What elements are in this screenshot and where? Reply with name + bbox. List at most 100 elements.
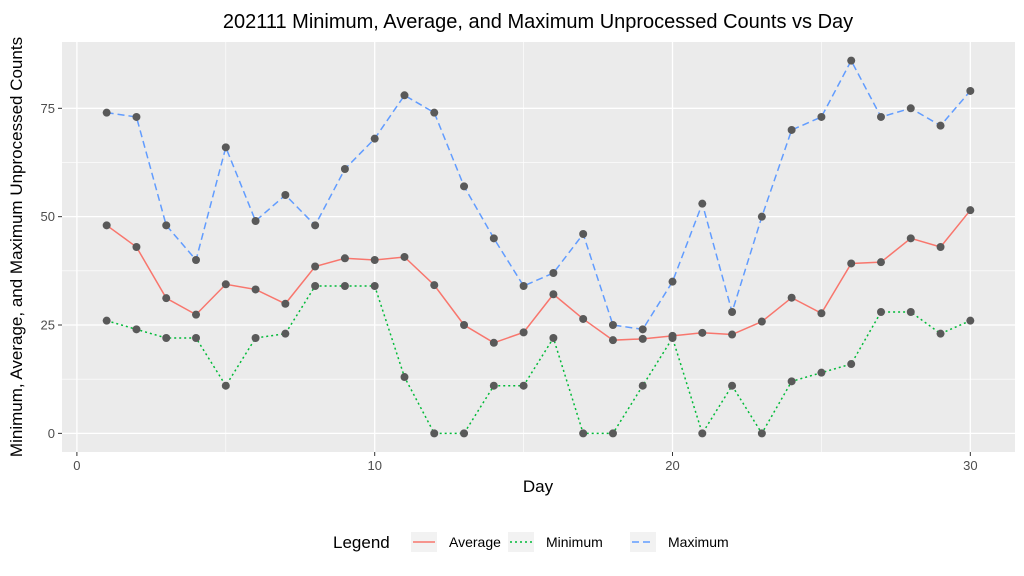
data-point-maximum: [906, 104, 915, 113]
series-lines: [106, 59, 971, 436]
data-point-maximum: [251, 216, 260, 225]
series-line-average: [106, 209, 971, 344]
data-point-maximum: [817, 112, 826, 121]
y-tick-label: 50: [41, 209, 55, 224]
x-tick-label: 10: [367, 458, 381, 473]
data-point-minimum: [966, 316, 975, 325]
data-point-average: [489, 338, 498, 347]
data-point-maximum: [519, 282, 528, 291]
data-point-average: [221, 280, 230, 289]
data-point-minimum: [102, 316, 111, 325]
data-point-average: [579, 314, 588, 323]
data-point-minimum: [340, 282, 349, 291]
data-point-minimum: [787, 377, 796, 386]
data-point-average: [787, 293, 796, 302]
data-point-average: [847, 259, 856, 268]
data-point-average: [936, 243, 945, 251]
data-point-minimum: [817, 368, 826, 377]
data-point-maximum: [579, 229, 588, 238]
data-point-maximum: [460, 182, 469, 191]
data-point-minimum: [221, 381, 230, 390]
data-point-maximum: [549, 269, 558, 278]
data-point-minimum: [936, 329, 945, 338]
data-point-average: [102, 221, 111, 230]
data-point-average: [817, 309, 826, 318]
data-point-minimum: [608, 429, 617, 438]
y-tick-label: 0: [48, 426, 55, 441]
data-point-average: [370, 256, 379, 265]
data-point-average: [430, 281, 439, 290]
plot-panel: [62, 42, 1015, 452]
y-axis-title: Minimum, Average, and Maximum Unprocesse…: [7, 37, 26, 457]
tick-labels: 0 10 20 30 0 25 50 75: [41, 101, 978, 473]
data-point-average: [638, 334, 647, 343]
legend-label-maximum: Maximum: [668, 534, 729, 550]
legend: Legend Average Minimum Maximum: [333, 532, 729, 552]
data-point-average: [757, 317, 766, 326]
data-point-maximum: [340, 164, 349, 173]
x-tick-label: 0: [73, 458, 80, 473]
data-point-maximum: [608, 321, 617, 330]
data-point-minimum: [311, 282, 320, 291]
data-point-maximum: [162, 221, 171, 230]
data-point-minimum: [698, 429, 707, 438]
data-point-maximum: [221, 143, 230, 152]
data-point-minimum: [728, 381, 737, 390]
data-point-average: [519, 328, 528, 337]
data-point-minimum: [906, 308, 915, 317]
data-point-maximum: [192, 256, 201, 265]
legend-label-minimum: Minimum: [546, 534, 603, 550]
y-tick-label: 25: [41, 318, 55, 333]
data-point-maximum: [728, 308, 737, 317]
x-tick-label: 30: [963, 458, 977, 473]
data-point-maximum: [102, 108, 111, 117]
minor-gridlines: [62, 42, 1015, 452]
chart-title: 202111 Minimum, Average, and Maximum Unp…: [223, 11, 853, 33]
data-point-average: [906, 234, 915, 243]
data-point-minimum: [430, 429, 439, 438]
data-point-average: [192, 310, 201, 319]
data-point-average: [608, 336, 617, 345]
data-point-minimum: [489, 381, 498, 390]
data-point-minimum: [876, 308, 885, 317]
x-tick-label: 20: [665, 458, 679, 473]
data-point-average: [281, 299, 290, 308]
data-point-minimum: [400, 373, 409, 382]
series-line-maximum: [106, 59, 971, 331]
data-point-maximum: [757, 212, 766, 221]
data-point-maximum: [638, 325, 647, 334]
legend-title: Legend: [333, 533, 390, 552]
data-point-minimum: [251, 334, 260, 343]
data-point-maximum: [281, 190, 290, 199]
data-point-maximum: [311, 221, 320, 230]
data-point-average: [251, 285, 260, 294]
legend-label-average: Average: [449, 534, 501, 550]
data-point-average: [340, 254, 349, 263]
data-point-average: [311, 262, 320, 271]
data-point-maximum: [936, 121, 945, 130]
data-point-minimum: [579, 429, 588, 438]
legend-items: Average Minimum Maximum: [411, 532, 729, 552]
data-point-minimum: [638, 381, 647, 390]
data-point-average: [132, 243, 141, 251]
data-point-minimum: [370, 282, 379, 291]
y-tick-label: 75: [41, 101, 55, 116]
data-point-minimum: [519, 381, 528, 390]
data-point-average: [876, 258, 885, 267]
data-point-maximum: [966, 86, 975, 95]
data-point-average: [460, 321, 469, 330]
data-point-maximum: [400, 91, 409, 100]
data-point-maximum: [489, 234, 498, 243]
data-point-maximum: [132, 112, 141, 121]
data-point-maximum: [370, 134, 379, 143]
data-point-minimum: [549, 334, 558, 343]
data-point-maximum: [847, 56, 856, 65]
data-point-minimum: [460, 429, 469, 438]
data-points: [102, 56, 975, 438]
data-point-maximum: [430, 108, 439, 117]
data-point-average: [966, 206, 975, 215]
data-point-minimum: [847, 360, 856, 369]
data-point-maximum: [876, 112, 885, 121]
data-point-average: [549, 290, 558, 299]
